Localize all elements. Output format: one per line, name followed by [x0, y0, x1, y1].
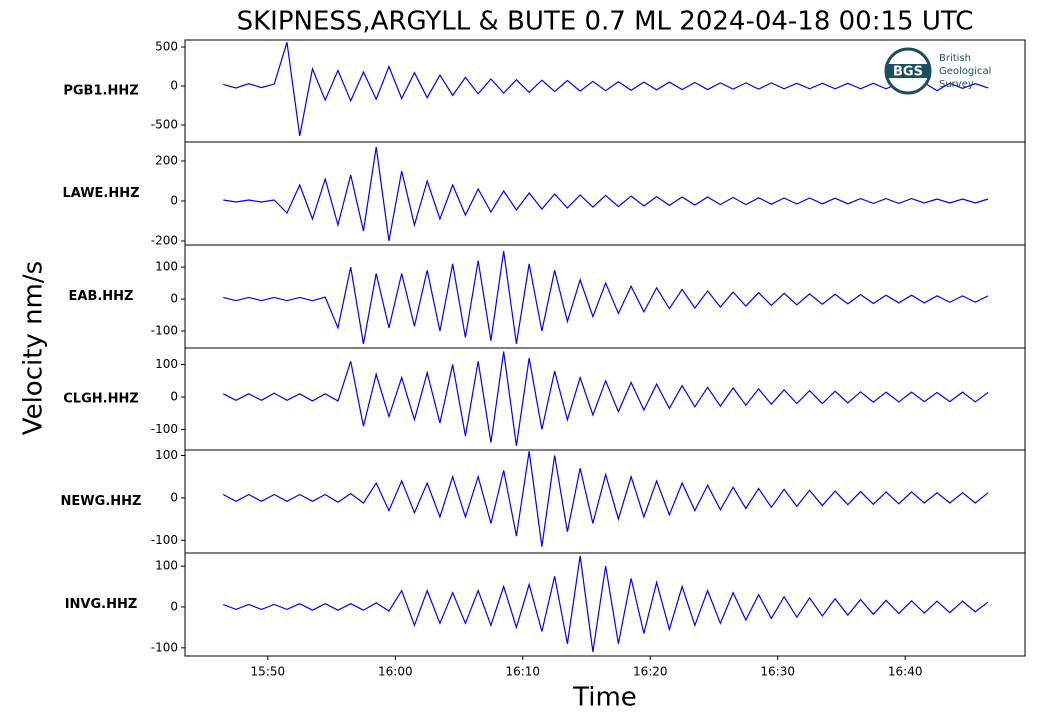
logo-text: Survey [939, 79, 974, 90]
y-tick-label: 0 [170, 292, 178, 306]
y-tick-label: 0 [170, 490, 178, 504]
y-tick-label: 0 [170, 79, 178, 93]
trace [222, 351, 989, 446]
x-tick-label: 16:10 [505, 665, 540, 679]
logo: BGS British Geological Survey [884, 47, 991, 95]
panel-frame [184, 449, 1026, 554]
station-label: PGB1.HHZ [63, 84, 138, 99]
x-axis-label: Time [572, 683, 637, 713]
trace [223, 146, 989, 242]
x-tick-label: 16:30 [760, 665, 795, 679]
y-tick-label: 0 [170, 599, 178, 613]
y-tick-label: -100 [151, 422, 178, 436]
logo-text: Geological [939, 66, 991, 77]
trace [222, 451, 989, 547]
x-tick-label: 16:00 [378, 665, 413, 679]
y-tick-label: -200 [151, 234, 178, 248]
station-label: CLGH.HHZ [63, 392, 139, 407]
y-tick-label: -500 [151, 118, 178, 132]
x-tick-label: 16:40 [888, 665, 923, 679]
station-label: INVG.HHZ [65, 597, 138, 612]
panel-frame [184, 141, 1026, 246]
y-tick-label: 500 [155, 40, 178, 54]
panel-frame [184, 347, 1026, 451]
y-tick-label: 200 [155, 154, 178, 168]
panel-frame [184, 244, 1026, 349]
x-tick-label: 16:20 [633, 665, 668, 679]
station-label: EAB.HHZ [69, 289, 134, 304]
trace [223, 250, 989, 344]
y-tick-label: 0 [170, 390, 178, 404]
y-tick-label: -100 [151, 324, 178, 338]
y-tick-label: -100 [151, 640, 178, 654]
chart-title: SKIPNESS,ARGYLL & BUTE 0.7 ML 2024-04-18… [237, 7, 974, 37]
station-label: LAWE.HHZ [62, 186, 139, 201]
logo-band [887, 64, 929, 78]
y-tick-label: 100 [155, 448, 178, 462]
y-tick-label: 0 [170, 194, 178, 208]
y-axis-label: Velocity nm/s [19, 261, 49, 435]
y-tick-label: 100 [155, 559, 178, 573]
y-tick-label: -100 [151, 533, 178, 547]
x-tick-label: 15:50 [251, 665, 286, 679]
y-tick-label: 100 [155, 357, 178, 371]
trace [223, 555, 989, 652]
station-label: NEWG.HHZ [61, 494, 142, 509]
logo-abbr: BGS [893, 65, 923, 80]
panel-frame [184, 552, 1026, 657]
y-tick-label: 100 [155, 260, 178, 274]
logo-text: British [939, 53, 971, 64]
trace [223, 42, 989, 137]
